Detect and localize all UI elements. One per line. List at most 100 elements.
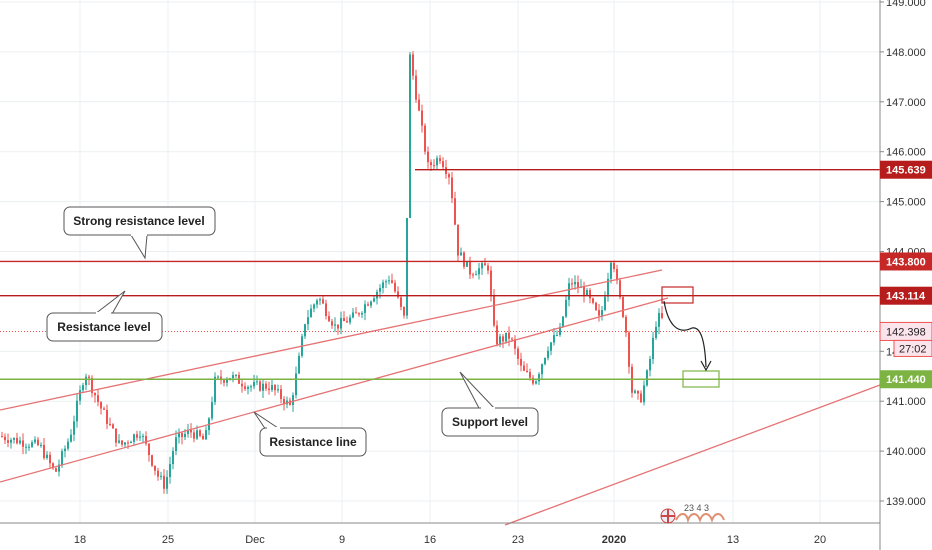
candle-body <box>313 304 315 309</box>
candle-body <box>412 54 414 76</box>
candle-body <box>592 298 594 303</box>
candle-body <box>607 278 609 297</box>
candle-body <box>613 262 615 269</box>
candle-body <box>55 468 57 472</box>
candle-body <box>280 389 282 400</box>
candle-body <box>91 377 93 393</box>
countdown-label: 27:02 <box>899 343 927 355</box>
candle-body <box>307 317 309 325</box>
candle-body <box>94 392 96 396</box>
candle-body <box>295 373 297 396</box>
candle-body <box>124 442 126 445</box>
candle-body <box>625 316 627 333</box>
candle-body <box>85 376 87 386</box>
candle-body <box>157 470 159 477</box>
candle-body <box>175 437 177 452</box>
annotation-text: Resistance level <box>57 320 150 334</box>
candle-body <box>136 434 138 438</box>
candle-body <box>268 388 270 390</box>
candle-body <box>634 390 636 393</box>
candle-body <box>154 465 156 471</box>
candles <box>1 51 663 494</box>
candle-body <box>616 268 618 281</box>
candle-body <box>565 299 567 317</box>
candle-body <box>484 263 486 266</box>
candle-body <box>7 440 9 443</box>
candle-body <box>121 440 123 445</box>
candle-body <box>370 301 372 306</box>
annotation-text: Resistance line <box>269 435 357 449</box>
candle-body <box>244 386 246 389</box>
forecast-arrowhead <box>700 360 712 372</box>
candle-body <box>133 434 135 442</box>
candle-body <box>181 433 183 438</box>
candle-body <box>373 298 375 302</box>
candle-body <box>76 400 78 422</box>
candle-body <box>58 464 60 472</box>
candle-body <box>655 326 657 338</box>
candle-body <box>187 429 189 434</box>
candle-body <box>646 370 648 386</box>
candle-body <box>67 441 69 449</box>
candle-body <box>325 303 327 316</box>
candle-body <box>610 262 612 279</box>
candle-body <box>463 252 465 267</box>
y-axis[interactable]: 149.000148.000147.000146.000145.000144.0… <box>879 0 926 550</box>
candle-body <box>106 409 108 424</box>
candle-body <box>235 374 237 376</box>
candle-body <box>472 274 474 276</box>
candle-body <box>163 475 165 489</box>
x-axis[interactable]: 18 25 Dec 9 16 23 2020 13 20 <box>0 522 880 546</box>
level-badge <box>880 160 932 179</box>
level-badge-label: 145.639 <box>886 165 926 177</box>
candle-body <box>451 177 453 199</box>
candle-body <box>220 376 222 381</box>
candle-body <box>13 437 15 440</box>
candle-body <box>172 451 174 465</box>
candle-body <box>346 321 348 323</box>
candle-body <box>193 432 195 439</box>
candle-body <box>511 338 513 340</box>
candle-body <box>562 316 564 327</box>
candle-body <box>529 371 531 378</box>
y-tick-label: 140.000 <box>886 446 926 458</box>
candle-body <box>253 381 255 387</box>
candle-body <box>274 385 276 391</box>
candle-body <box>217 376 219 378</box>
candle-body <box>550 342 552 351</box>
candle-body <box>145 436 147 444</box>
candle-body <box>28 446 30 448</box>
resistance-line-upper <box>0 269 663 411</box>
candle-body <box>439 158 441 162</box>
candle-body <box>523 365 525 371</box>
candle-body <box>97 395 99 403</box>
candle-body <box>553 335 555 343</box>
x-tick-label: Dec <box>245 534 265 546</box>
candle-body <box>520 358 522 366</box>
candle-body <box>499 336 501 345</box>
support-trendline <box>504 384 881 526</box>
y-tick-label: 147.000 <box>886 97 926 109</box>
candle-body <box>361 313 363 315</box>
candle-body <box>517 348 519 359</box>
candle-body <box>643 385 645 403</box>
candle-body <box>262 383 264 391</box>
candle-body <box>148 443 150 456</box>
y-tick-label: 148.000 <box>886 47 926 59</box>
y-tick-label: 146.000 <box>886 147 926 159</box>
candle-body <box>247 386 249 389</box>
candle-body <box>478 268 480 275</box>
x-tick-label: 23 <box>512 534 524 546</box>
candle-body <box>64 448 66 452</box>
forecast-arrow <box>663 300 707 368</box>
sell-zone-box <box>661 286 694 304</box>
candle-body <box>37 439 39 446</box>
candle-body <box>436 158 438 166</box>
candle-body <box>250 386 252 388</box>
candle-body <box>424 125 426 152</box>
level-badge <box>880 370 932 389</box>
candle-body <box>22 440 24 447</box>
candle-body <box>190 429 192 433</box>
candle-body <box>241 383 243 387</box>
